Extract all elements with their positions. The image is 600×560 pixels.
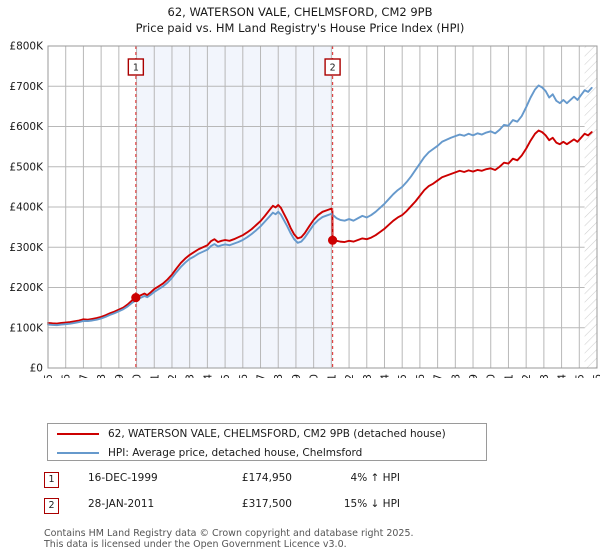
- transaction-date-2: 28-JAN-2011: [88, 498, 155, 510]
- svg-text:2010: 2010: [309, 374, 321, 378]
- svg-text:2015: 2015: [397, 374, 409, 378]
- svg-text:2003: 2003: [185, 374, 197, 378]
- svg-text:2006: 2006: [238, 374, 250, 378]
- footer-line-1: Contains HM Land Registry data © Crown c…: [44, 528, 414, 539]
- svg-text:2001: 2001: [149, 374, 161, 378]
- transaction-marker-2: 2: [44, 498, 59, 514]
- svg-text:2012: 2012: [344, 374, 356, 378]
- legend-item-hpi: HPI: Average price, detached house, Chel…: [48, 444, 486, 462]
- svg-text:£800K: £800K: [9, 41, 44, 53]
- transaction-hpi-delta-2: 15% ↓ HPI: [343, 498, 400, 510]
- table-row: 2 28-JAN-2011 £317,500 15% ↓ HPI: [44, 496, 464, 522]
- transaction-price-1: £174,950: [241, 472, 292, 484]
- table-row: 1 16-DEC-1999 £174,950 4% ↑ HPI: [44, 470, 464, 496]
- svg-text:£300K: £300K: [9, 242, 44, 254]
- svg-text:2018: 2018: [450, 374, 462, 378]
- page-title: 62, WATERSON VALE, CHELMSFORD, CM2 9PB P…: [0, 4, 600, 36]
- svg-text:2: 2: [330, 63, 336, 74]
- svg-text:2017: 2017: [433, 374, 445, 378]
- svg-text:£0: £0: [30, 363, 43, 375]
- legend-item-property: 62, WATERSON VALE, CHELMSFORD, CM2 9PB (…: [48, 425, 486, 443]
- svg-text:£700K: £700K: [9, 81, 44, 93]
- svg-text:2011: 2011: [326, 374, 338, 378]
- transaction-price-2: £317,500: [241, 498, 292, 510]
- transactions-table: 1 16-DEC-1999 £174,950 4% ↑ HPI 2 28-JAN…: [44, 470, 464, 522]
- svg-text:2020: 2020: [486, 374, 498, 378]
- svg-text:2008: 2008: [273, 374, 285, 378]
- legend-label-hpi: HPI: Average price, detached house, Chel…: [108, 447, 363, 459]
- svg-text:2022: 2022: [521, 374, 533, 378]
- svg-text:1995: 1995: [43, 374, 55, 378]
- svg-text:2025: 2025: [574, 374, 586, 378]
- hpi-chart: £0 £100K £200K £300K £400K £500K £600K £700K £80…: [0, 38, 600, 378]
- svg-text:2009: 2009: [291, 374, 303, 378]
- svg-text:2024: 2024: [557, 374, 569, 378]
- svg-text:£400K: £400K: [9, 202, 44, 214]
- svg-text:1999: 1999: [114, 374, 126, 378]
- svg-text:2014: 2014: [379, 374, 391, 378]
- copyright-footer: Contains HM Land Registry data © Crown c…: [44, 528, 584, 550]
- title-address: 62, WATERSON VALE, CHELMSFORD, CM2 9PB: [167, 5, 433, 19]
- svg-text:2004: 2004: [202, 374, 214, 378]
- svg-text:1996: 1996: [61, 374, 73, 378]
- svg-text:2013: 2013: [362, 374, 374, 378]
- svg-text:2019: 2019: [468, 374, 480, 378]
- svg-text:2016: 2016: [415, 374, 427, 378]
- chart-legend: 62, WATERSON VALE, CHELMSFORD, CM2 9PB (…: [47, 423, 487, 461]
- svg-text:2026: 2026: [592, 374, 600, 378]
- legend-color-swatch-hpi: [57, 452, 99, 454]
- transaction-hpi-delta-1: 4% ↑ HPI: [350, 472, 400, 484]
- footer-line-2: This data is licensed under the Open Gov…: [44, 539, 347, 550]
- title-subtitle: Price paid vs. HM Land Registry's House …: [135, 21, 465, 35]
- svg-text:2005: 2005: [220, 374, 232, 378]
- svg-text:1997: 1997: [78, 374, 90, 378]
- svg-text:2021: 2021: [503, 374, 515, 378]
- svg-text:£200K: £200K: [9, 282, 44, 294]
- price-history-plot: £0 £100K £200K £300K £400K £500K £600K £700K £80…: [9, 41, 600, 378]
- svg-text:£500K: £500K: [9, 161, 44, 173]
- svg-text:£600K: £600K: [9, 121, 44, 133]
- svg-text:£100K: £100K: [9, 322, 44, 334]
- legend-label-property: 62, WATERSON VALE, CHELMSFORD, CM2 9PB (…: [108, 428, 446, 440]
- svg-text:1: 1: [133, 63, 139, 74]
- svg-text:2000: 2000: [132, 374, 144, 378]
- legend-color-swatch-property: [57, 433, 99, 435]
- svg-text:1998: 1998: [96, 374, 108, 378]
- svg-text:2023: 2023: [539, 374, 551, 378]
- svg-text:2002: 2002: [167, 374, 179, 378]
- transaction-marker-1: 1: [44, 472, 59, 488]
- svg-text:2007: 2007: [256, 374, 268, 378]
- transaction-date-1: 16-DEC-1999: [88, 472, 158, 484]
